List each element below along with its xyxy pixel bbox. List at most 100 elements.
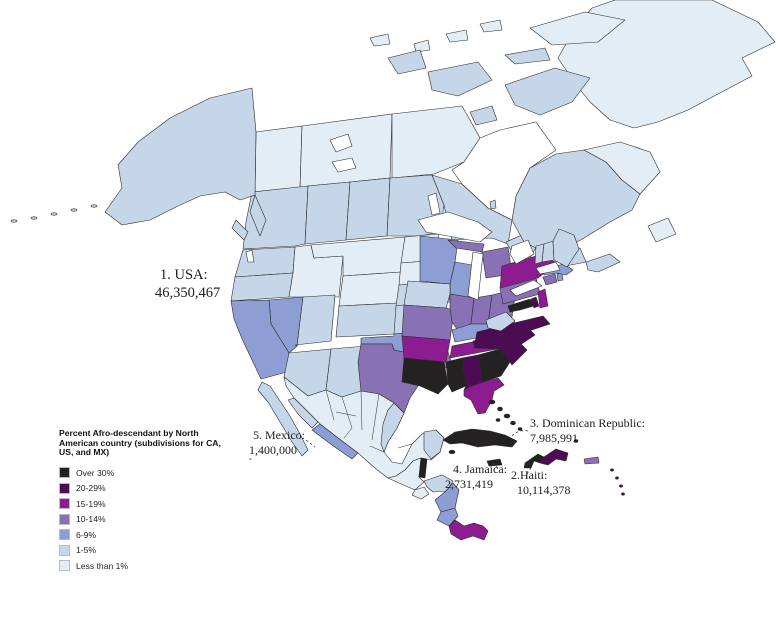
region-arctic-island [445,29,469,43]
region-alaska-panhandle [249,194,267,237]
region-us-ms [445,357,467,393]
region-us-md [507,298,535,313]
leader-jamaica [490,461,499,469]
region-jamaica [486,458,503,467]
region-us-nj [537,288,549,309]
annotation-jamaica-name: 4. Jamaica: [453,462,507,476]
legend-title: Percent Afro-descendant by North America… [59,428,221,458]
region-el-salvador [411,486,430,500]
legend-swatch-1-5 [59,544,70,556]
region-us-or [230,272,294,302]
lesser-antilles-island [621,492,625,496]
annotation-dr-value: 7,985,991 [530,430,578,445]
region-victoria [427,61,493,97]
annotation-jamaica-value: 2,731,419 [445,476,493,491]
legend-label: 1-5% [76,545,97,556]
leader-mexico [305,439,316,448]
region-us-mo [401,304,455,341]
region-costa-rica [436,507,459,527]
region-southampton [469,105,498,126]
legend-label: 15-19% [76,498,106,509]
legend-row: Less than 1% [59,558,234,574]
lesser-antilles-island [610,468,614,472]
legend-row: Over 30% [59,465,234,481]
legend: Percent Afro-descendant by North America… [59,428,234,574]
lake-winnipeg [427,192,441,216]
region-us-ut [294,294,336,347]
legend-swatch-15-19 [59,498,70,510]
legend-swatch-10-14 [59,513,70,525]
aleutian-island [70,208,78,212]
region-yukon [254,125,303,196]
lake-huron [509,239,535,265]
bahamas-island [517,427,523,431]
bahamas-island [497,406,503,412]
region-devon [504,47,551,65]
annotation-dominican-republic: 3. Dominican Republic: 7,985,991 [530,416,645,445]
legend-row: 15-19% [59,496,234,512]
region-greenland [557,0,776,129]
belcher-islands [489,199,497,210]
legend-row: 1-5% [59,542,234,558]
region-alberta [304,181,351,245]
mx-state-borders [325,389,413,453]
annotation-jamaica: 4. Jamaica: 2,731,419 [445,462,507,491]
aleutian-island [90,204,98,208]
region-mx-yucatan [423,429,445,460]
legend-swatch-6-9 [59,529,70,541]
lesser-antilles-island [619,484,623,488]
region-arctic-island [479,19,503,33]
bahamas-island [495,418,501,422]
hudson-bay [451,121,557,221]
region-mx-sinaloa [287,397,319,429]
aleutian-island [30,216,38,220]
legend-label: 6-9% [76,529,97,540]
annotation-mexico-value: 1,400,000 [249,442,297,457]
lake-ontario [535,261,561,275]
region-banks [387,49,427,75]
region-us-wv [485,311,516,332]
legend-row: 6-9% [59,527,234,543]
region-us-la [401,357,449,395]
region-us-me [552,228,580,268]
legend-row: 20-29% [59,480,234,496]
region-dominican-republic [539,448,569,466]
region-mx-guerrero-oaxaca [311,423,359,460]
region-belize [418,457,428,479]
lake-superior [417,211,493,243]
region-nwt [299,113,393,190]
region-us-fl [463,377,505,415]
isle-of-youth [448,449,456,455]
region-ellesmere [529,11,626,46]
annotation-mexico-name: 5. Mexico: [253,428,305,442]
region-arctic-island [369,33,391,47]
annotation-haiti-name: 2.Haiti: [511,468,548,482]
great-slave-lake [331,157,357,173]
region-cuba [442,428,518,448]
region-us-wa [234,246,296,278]
region-us-ar [401,335,451,363]
aleutian-island [10,219,18,223]
region-nova-scotia [585,253,621,273]
region-baffin [504,67,591,116]
annotation-usa-name: 1. USA: [160,267,208,283]
lake-michigan [467,251,484,301]
lake-erie [509,279,543,297]
region-newfoundland [647,217,677,243]
great-bear-lake [329,133,353,153]
legend-swatch-less-1 [59,560,70,572]
legend-label: 10-14% [76,514,106,525]
region-us-co [335,302,399,338]
region-us-nh [541,240,555,263]
region-us-va [474,315,551,344]
annotation-dr-name: 3. Dominican Republic: [530,416,645,430]
region-saskatchewan [345,177,391,241]
aleutian-island [50,212,58,216]
region-haiti [523,453,545,469]
turks-island [573,439,579,443]
region-labrador [583,141,661,195]
legend-row: 10-14% [59,511,234,527]
bahamas-island [510,420,516,426]
lesser-antilles-island [615,476,619,480]
